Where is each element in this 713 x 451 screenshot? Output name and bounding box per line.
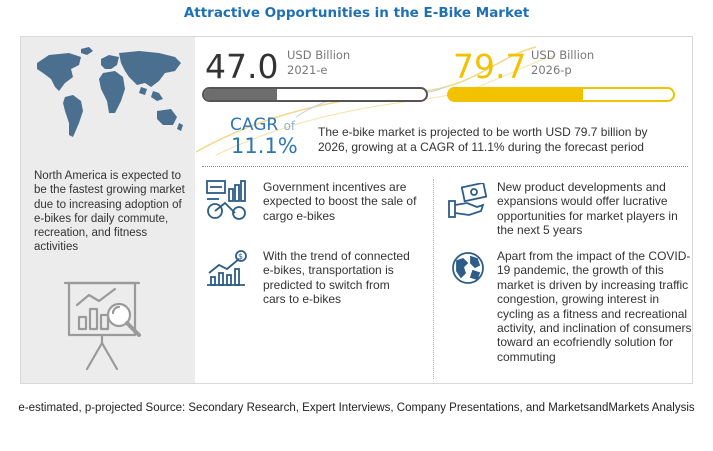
market-unit-2026: USD Billion 2026-p [531,48,594,78]
growth-chart-icon: $ [205,249,249,292]
cagr-label: CAGR of [230,115,295,135]
cagr-value: 11.1% [231,134,298,158]
svg-text:$: $ [238,252,243,261]
year-label-2021: 2021-e [287,63,328,77]
left-panel: North America is expected to be the fast… [21,37,195,383]
progress-bar-2021 [202,87,428,102]
left-panel-text: North America is expected to be the fast… [34,170,185,254]
progress-fill-2026 [449,89,584,100]
insight-text-2: With the trend of connected e-bikes, tra… [263,249,410,307]
unit-label-2026: USD Billion [531,48,595,62]
presentation-analysis-icon [59,277,159,382]
insight-text-4: Apart from the impact of the COVID-19 pa… [497,249,692,364]
money-hand-icon [447,181,488,224]
source-footer: e-estimated, p-projected Source: Seconda… [18,402,695,414]
progress-bar-2026 [447,87,675,102]
progress-fill-2021 [204,89,278,100]
market-unit-2021: USD Billion 2021-e [287,48,350,78]
cargo-bike-chart-icon [205,179,251,226]
insight-text-1: Government incentives are expected to bo… [263,180,417,223]
cagr-label-text: CAGR [230,115,279,135]
unit-label-2021: USD Billion [287,48,351,62]
cagr-of-text: of [283,119,296,133]
world-map-icon [29,43,189,163]
globe-icon [451,251,485,290]
horizontal-divider [202,166,688,167]
market-value-2026: 79.7 [453,47,527,86]
vertical-divider [433,179,434,379]
cagr-description: The e-bike market is projected to be wor… [318,125,648,154]
year-label-2026: 2026-p [531,63,572,77]
market-value-2021: 47.0 [205,47,279,86]
insight-text-3: New product developments and expansions … [497,180,678,238]
page-title: Attractive Opportunities in the E-Bike M… [183,5,530,21]
infographic-card: North America is expected to be the fast… [20,36,693,384]
